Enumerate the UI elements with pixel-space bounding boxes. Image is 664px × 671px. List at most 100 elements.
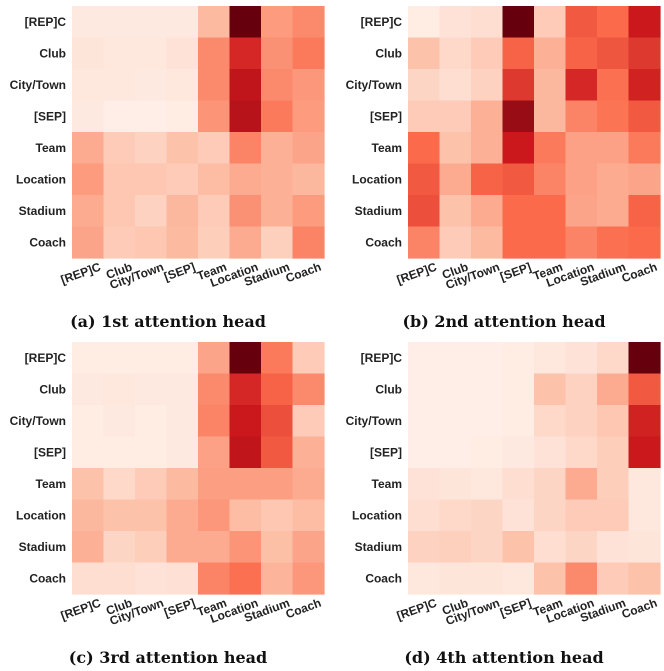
heatmap-cell-r2-c4 bbox=[198, 405, 231, 438]
heatmap-cell-r3-c3 bbox=[502, 436, 535, 469]
x-tick-label: [REP]C bbox=[395, 260, 439, 287]
heatmap-cell-r5-c1 bbox=[103, 163, 136, 196]
heatmap-cell-r6-c6 bbox=[597, 195, 630, 228]
heatmap-cell-r4-c5 bbox=[565, 132, 598, 165]
heatmap-cell-r3-c2 bbox=[135, 436, 168, 469]
heatmap-cell-r2-c0 bbox=[72, 405, 105, 438]
heatmap-cell-r2-c6 bbox=[597, 69, 630, 102]
heatmap-cell-r3-c7 bbox=[292, 100, 325, 133]
heatmap-cell-r0-c0 bbox=[72, 6, 105, 39]
heatmap-cell-r1-c7 bbox=[628, 37, 661, 70]
heatmap-cell-r6-c1 bbox=[439, 195, 472, 228]
heatmap-cell-r3-c7 bbox=[628, 100, 661, 133]
heatmap-cell-r4-c4 bbox=[198, 132, 231, 165]
heatmap-cell-r7-c7 bbox=[628, 562, 661, 595]
heatmap-cell-r1-c4 bbox=[198, 37, 231, 70]
y-tick-label: Location bbox=[16, 508, 66, 522]
heatmap-cell-r2-c3 bbox=[166, 405, 199, 438]
heatmap-cell-r5-c4 bbox=[198, 499, 231, 532]
heatmap-cell-r0-c3 bbox=[502, 342, 535, 375]
heatmap-cell-r6-c1 bbox=[103, 195, 136, 228]
heatmap-cell-r4-c5 bbox=[229, 132, 262, 165]
heatmap-cell-r0-c1 bbox=[103, 342, 136, 375]
heatmap-cell-r6-c0 bbox=[72, 195, 105, 228]
heatmap-cell-r1-c2 bbox=[135, 373, 168, 406]
heatmap-cell-r0-c0 bbox=[408, 342, 441, 375]
heatmap-cell-r3-c5 bbox=[229, 100, 262, 133]
heatmap-cell-r7-c6 bbox=[597, 562, 630, 595]
heatmap-cell-r4-c7 bbox=[628, 132, 661, 165]
heatmap-cell-r4-c3 bbox=[166, 132, 199, 165]
heatmap-cell-r2-c0 bbox=[408, 69, 441, 102]
x-tick-label: [SEP] bbox=[162, 260, 197, 284]
heatmap-cell-r4-c4 bbox=[534, 468, 567, 501]
heatmap-cell-r2-c1 bbox=[103, 405, 136, 438]
heatmap-cell-r4-c2 bbox=[135, 132, 168, 165]
heatmap-cell-r0-c3 bbox=[502, 6, 535, 39]
heatmap-cell-r0-c2 bbox=[135, 342, 168, 375]
heatmap-cell-r7-c1 bbox=[439, 562, 472, 595]
heatmap-cell-r6-c3 bbox=[166, 195, 199, 228]
heatmap-cell-r0-c5 bbox=[565, 342, 598, 375]
heatmap-cell-r2-c2 bbox=[135, 69, 168, 102]
heatmap-cell-r4-c3 bbox=[502, 468, 535, 501]
y-tick-label: Location bbox=[16, 172, 66, 186]
heatmap-cell-r3-c3 bbox=[502, 100, 535, 133]
y-tick-label: Stadium bbox=[19, 204, 66, 218]
heatmap-cell-r3-c6 bbox=[261, 436, 294, 469]
heatmap-cell-r5-c1 bbox=[103, 499, 136, 532]
heatmap-cell-r3-c3 bbox=[166, 100, 199, 133]
heatmap-cell-r1-c4 bbox=[534, 373, 567, 406]
y-tick-label: Location bbox=[352, 508, 402, 522]
heatmap-cell-r5-c3 bbox=[166, 499, 199, 532]
y-tick-label: Location bbox=[352, 172, 402, 186]
heatmap-cell-r7-c4 bbox=[198, 562, 231, 595]
heatmap-cell-r2-c3 bbox=[166, 69, 199, 102]
heatmap-cell-r4-c7 bbox=[292, 132, 325, 165]
heatmap-cell-r5-c5 bbox=[229, 499, 262, 532]
heatmap-cell-r5-c5 bbox=[229, 163, 262, 196]
heatmap-cell-r4-c7 bbox=[292, 468, 325, 501]
heatmap-svg: [REP]C Club City/Town [SEP] Team Location Stad… bbox=[10, 6, 325, 331]
heatmap-cell-r7-c5 bbox=[565, 226, 598, 259]
y-tick-label: City/Town bbox=[346, 78, 402, 92]
y-tick-label: [REP]C bbox=[361, 15, 403, 29]
heatmap-cell-r6-c6 bbox=[597, 531, 630, 564]
heatmap-cell-r1-c4 bbox=[534, 37, 567, 70]
heatmap-cell-r2-c4 bbox=[534, 405, 567, 438]
heatmap-cell-r4-c2 bbox=[471, 132, 504, 165]
heatmap-cell-r0-c6 bbox=[597, 342, 630, 375]
heatmap-cell-r0-c2 bbox=[135, 6, 168, 39]
heatmap-cell-r5-c0 bbox=[408, 163, 441, 196]
heatmap-cell-r5-c2 bbox=[135, 163, 168, 196]
heatmap-cell-r5-c7 bbox=[628, 499, 661, 532]
x-tick-label: Coach bbox=[620, 260, 659, 286]
heatmap-cell-r0-c4 bbox=[198, 342, 231, 375]
heatmap-cell-r7-c0 bbox=[408, 562, 441, 595]
heatmap-cell-r2-c7 bbox=[292, 69, 325, 102]
heatmap-cell-r2-c5 bbox=[229, 69, 262, 102]
heatmap-cell-r6-c5 bbox=[229, 531, 262, 564]
heatmap-cell-r0-c5 bbox=[229, 342, 262, 375]
heatmap-cell-r5-c1 bbox=[439, 499, 472, 532]
heatmap-cell-r5-c2 bbox=[471, 499, 504, 532]
heatmap-cell-r6-c0 bbox=[408, 531, 441, 564]
heatmap-cell-r6-c4 bbox=[534, 531, 567, 564]
heatmap-cell-r5-c0 bbox=[72, 499, 105, 532]
heatmap-cell-r0-c6 bbox=[261, 6, 294, 39]
heatmap-cell-r2-c0 bbox=[408, 405, 441, 438]
heatmap-cell-r6-c4 bbox=[198, 195, 231, 228]
y-tick-label: [REP]C bbox=[25, 351, 67, 365]
panel-caption: (c) 3rd attention head bbox=[69, 648, 267, 667]
heatmap-cell-r7-c1 bbox=[103, 562, 136, 595]
heatmap-cell-r0-c0 bbox=[408, 6, 441, 39]
heatmap-cell-r5-c6 bbox=[597, 499, 630, 532]
heatmap-cell-r7-c7 bbox=[292, 562, 325, 595]
heatmap-cell-r1-c1 bbox=[103, 37, 136, 70]
heatmap-cell-r0-c1 bbox=[103, 6, 136, 39]
heatmap-cell-r2-c2 bbox=[471, 405, 504, 438]
heatmap-cell-r6-c5 bbox=[565, 195, 598, 228]
heatmap-cell-r4-c6 bbox=[597, 468, 630, 501]
heatmap-cell-r7-c1 bbox=[439, 226, 472, 259]
